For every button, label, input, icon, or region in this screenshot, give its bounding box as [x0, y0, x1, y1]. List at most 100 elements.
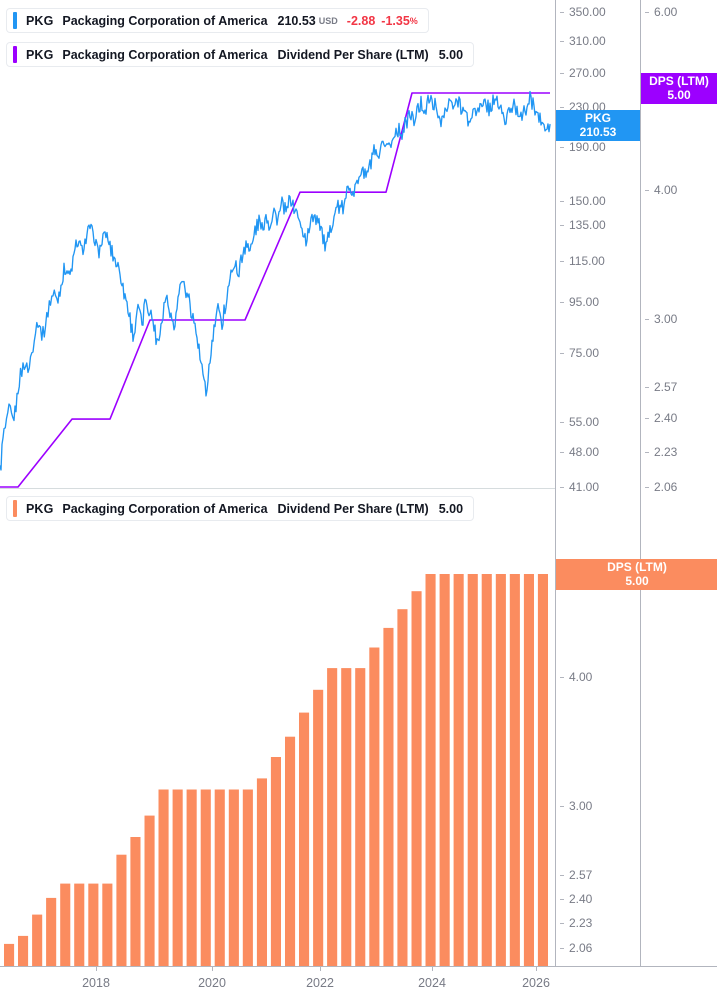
dps-bar[interactable] [355, 668, 366, 966]
axis-tick: 6.00 [641, 5, 677, 19]
axis-tick: 310.00 [556, 34, 606, 48]
dps-bar-color-swatch [13, 500, 17, 517]
dps-bar[interactable] [88, 883, 99, 966]
price-badge-label: PKG [584, 111, 611, 125]
legend-dps-pane-name: Packaging Corporation of America [62, 501, 268, 516]
dps-bar[interactable] [144, 815, 155, 966]
axis-tick: 350.00 [556, 5, 606, 19]
dps-overlay-badge[interactable]: DPS (LTM) 5.00 [641, 72, 717, 104]
dps-bar[interactable] [411, 591, 422, 966]
tick-label: 2.06 [654, 480, 678, 494]
dps-bar[interactable] [214, 789, 225, 967]
dps-bar[interactable] [242, 789, 253, 967]
dps-bar[interactable] [299, 712, 310, 966]
dps-bar[interactable] [158, 789, 169, 967]
dps-bar[interactable] [495, 574, 506, 966]
price-badge[interactable]: PKG 210.53 [556, 109, 640, 141]
dps-bar[interactable] [256, 778, 267, 966]
dps-bar[interactable] [369, 647, 380, 967]
tick-mark [645, 11, 649, 13]
legend-price-last: 210.53 [277, 13, 316, 28]
price-pane[interactable] [0, 0, 717, 489]
dps-bar[interactable] [200, 789, 211, 967]
axis-tick: 3.00 [556, 799, 592, 813]
tick-label: 75.00 [569, 346, 600, 360]
tick-label: 115.00 [569, 254, 605, 268]
dps-bar[interactable] [285, 736, 296, 966]
dps-bar[interactable] [116, 854, 127, 966]
time-axis[interactable]: 2018 2020 2022 2024 2026 [0, 966, 717, 1005]
dps-bar[interactable] [172, 789, 183, 967]
dps-bar[interactable] [4, 943, 15, 966]
time-tick-label: 2018 [82, 976, 110, 990]
price-color-swatch [13, 12, 17, 29]
dps-pane-badge-value: 5.00 [625, 574, 649, 588]
dps-plot-area[interactable] [0, 489, 555, 1005]
dps-bar[interactable] [18, 935, 29, 966]
axis-tick: 3.00 [641, 312, 677, 326]
dps-bar[interactable] [74, 883, 85, 966]
tick-label: 4.00 [569, 670, 593, 684]
dps-bar[interactable] [523, 574, 534, 966]
legend-dps-pane[interactable]: PKG Packaging Corporation of America Div… [6, 496, 475, 521]
dps-bar[interactable] [46, 897, 57, 966]
legend-price[interactable]: PKG Packaging Corporation of America 210… [6, 8, 429, 33]
dps-bar[interactable] [537, 574, 548, 966]
dps-bar[interactable] [228, 789, 239, 967]
tick-mark [560, 301, 564, 303]
tick-label: 135.00 [569, 218, 606, 232]
tick-mark [645, 486, 649, 488]
tick-mark [560, 451, 564, 453]
axis-tick: 2.57 [556, 868, 592, 882]
legend-dps-overlay-name: Packaging Corporation of America [62, 47, 268, 62]
time-tick-mark [96, 966, 97, 971]
tick-mark [560, 676, 564, 678]
dps-bar[interactable] [383, 627, 394, 966]
dps-bars-svg [4, 574, 548, 967]
price-plot-area[interactable] [0, 0, 555, 489]
dps-bar[interactable] [341, 668, 352, 966]
axis-tick: 2.06 [556, 941, 592, 955]
tick-label: 41.00 [569, 480, 600, 494]
tick-mark [560, 898, 564, 900]
dps-bar[interactable] [313, 689, 324, 966]
dps-bar[interactable] [130, 837, 141, 966]
tick-label: 2.40 [569, 892, 593, 906]
dps-scale-right[interactable] [640, 489, 717, 966]
legend-dps-overlay[interactable]: PKG Packaging Corporation of America Div… [6, 42, 475, 67]
dps-bar[interactable] [186, 789, 197, 967]
dps-pane-badge-label: DPS (LTM) [607, 560, 667, 574]
legend-price-change-pct: -1.35 [381, 13, 410, 28]
tick-mark [560, 805, 564, 807]
tick-label: 3.00 [569, 799, 593, 813]
axis-tick: 55.00 [556, 415, 599, 429]
tick-mark [560, 421, 564, 423]
price-line [0, 90, 551, 471]
tick-mark [560, 11, 564, 13]
dps-bar[interactable] [467, 574, 478, 966]
dps-bar[interactable] [509, 574, 520, 966]
dps-pane-badge[interactable]: DPS (LTM) 5.00 [556, 558, 717, 590]
axis-tick: 150.00 [556, 194, 606, 208]
dps-overlay-badge-value: 5.00 [667, 88, 691, 102]
tick-label: 95.00 [569, 295, 600, 309]
dps-bar[interactable] [439, 574, 450, 966]
dps-bar[interactable] [102, 883, 113, 966]
pane-divider[interactable] [0, 488, 555, 489]
dps-bar[interactable] [425, 574, 436, 966]
legend-dps-overlay-ticker: PKG [26, 47, 54, 62]
dps-scale-left[interactable]: 5.00 4.00 3.00 2.57 2.40 2.23 2.06 DPS (LTM)5.0… [555, 489, 717, 966]
dps-bar[interactable] [270, 757, 281, 966]
axis-tick: 95.00 [556, 295, 599, 309]
dps-bar[interactable] [397, 609, 408, 966]
dps-bar[interactable] [60, 883, 71, 966]
tick-mark [560, 40, 564, 42]
tick-label: 150.00 [569, 194, 606, 208]
dps-bar[interactable] [481, 574, 492, 966]
dps-bar[interactable] [327, 668, 338, 966]
dps-bar[interactable] [32, 914, 43, 966]
dps-bar[interactable] [453, 574, 464, 966]
tick-mark [560, 146, 564, 148]
dps-pane[interactable] [0, 489, 717, 1005]
legend-dps-pane-value: 5.00 [438, 501, 464, 516]
